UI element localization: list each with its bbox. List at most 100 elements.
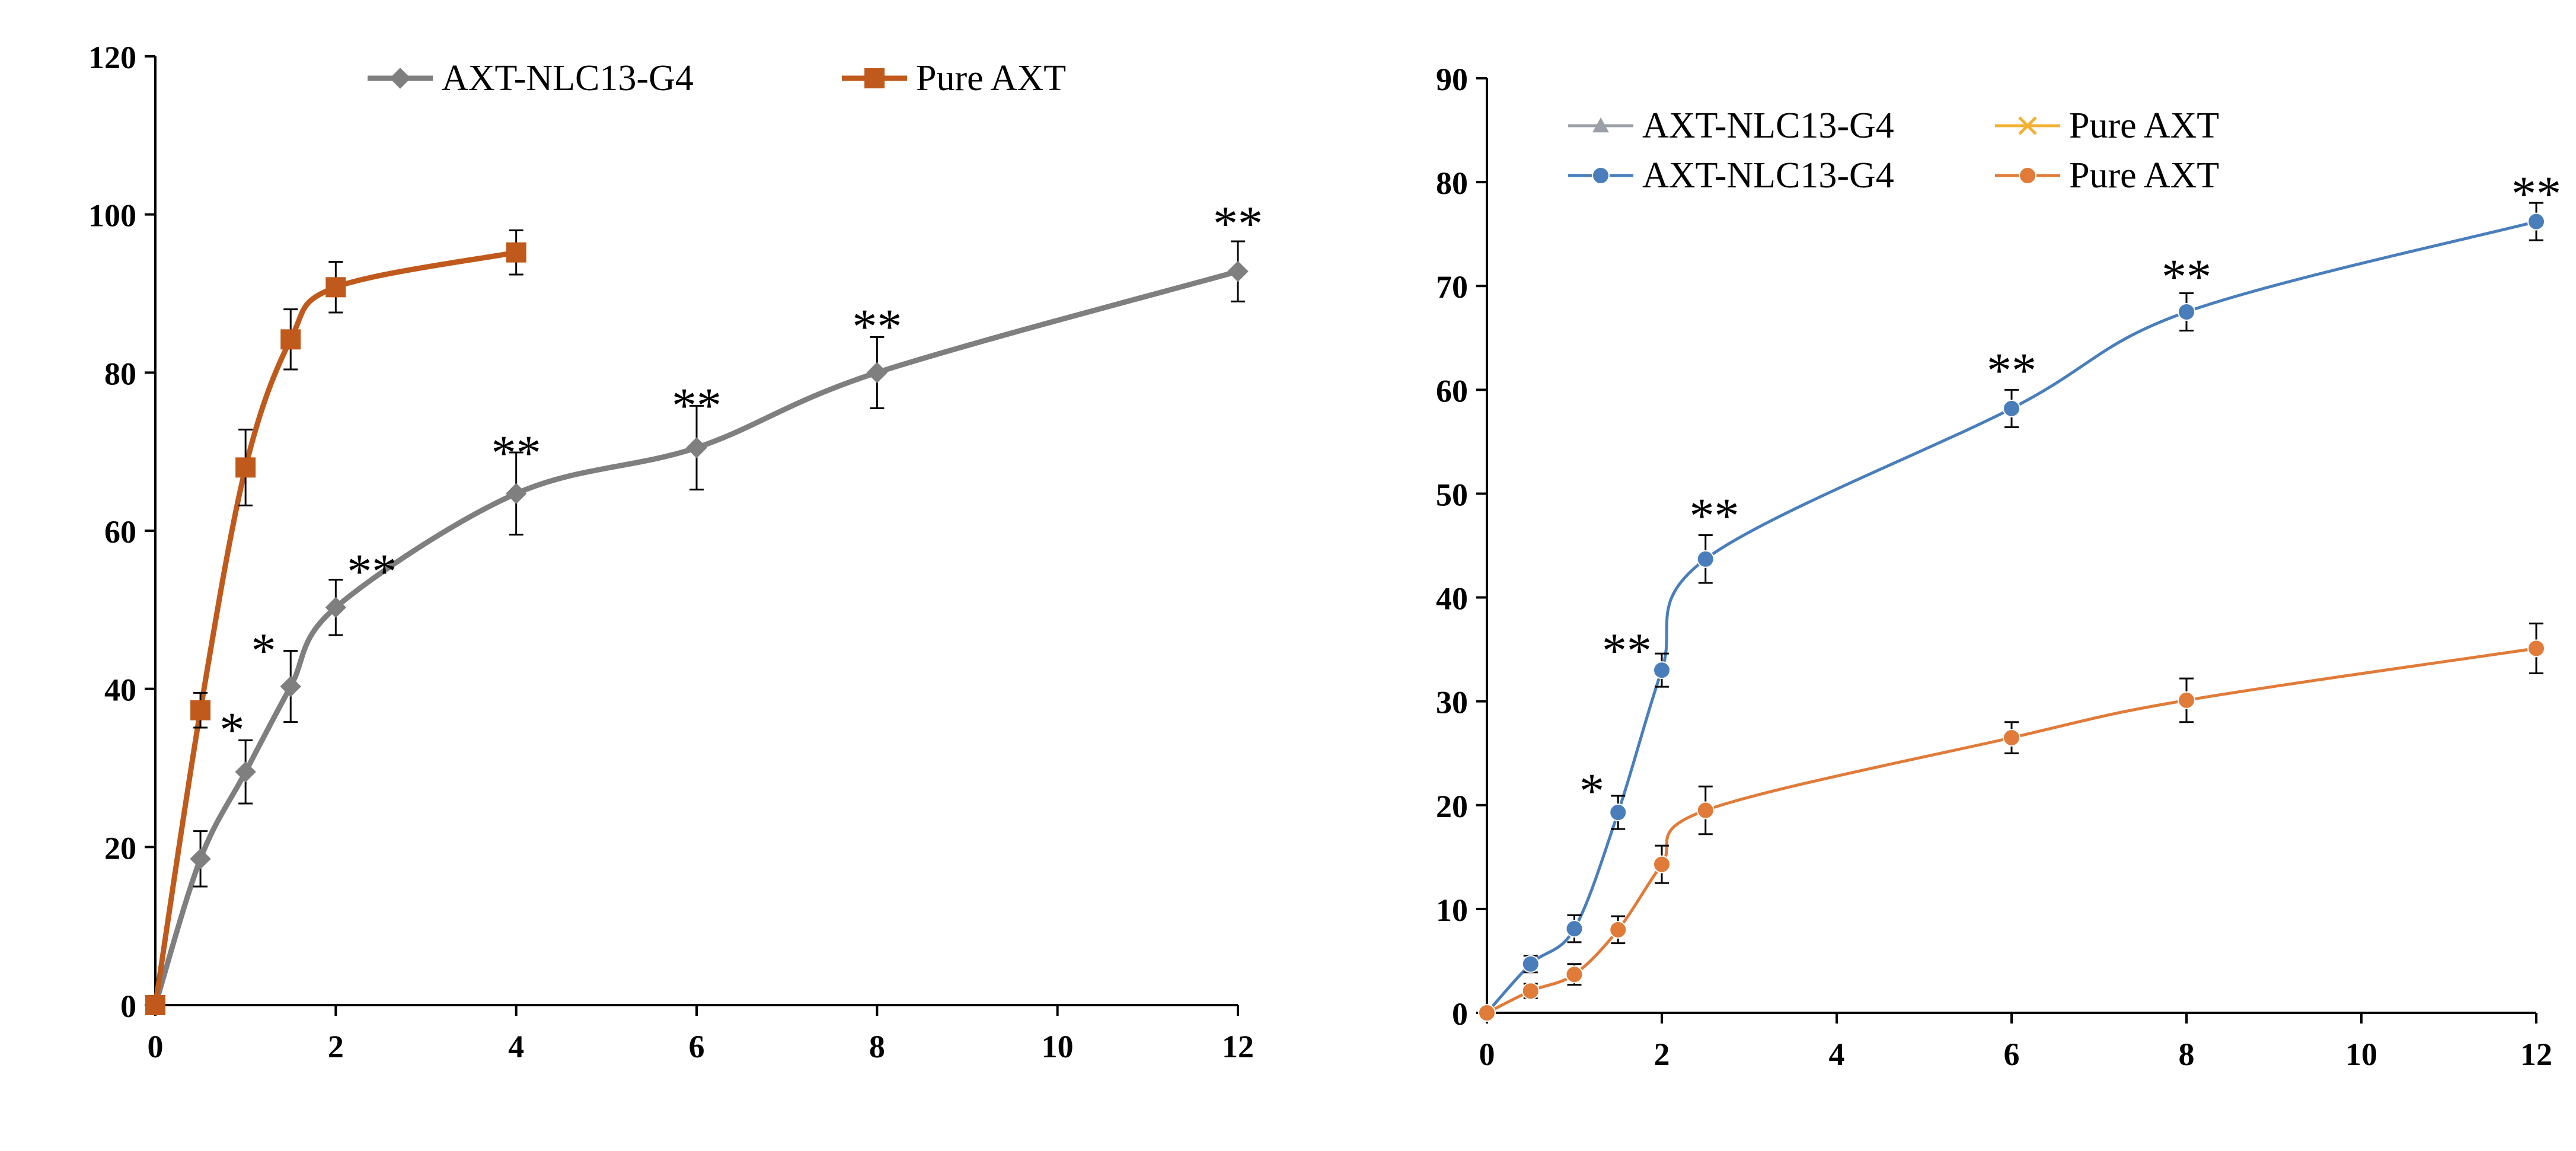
x-tick-label: 10 [2345, 1037, 2377, 1072]
y-tick-label: 0 [1452, 996, 1468, 1032]
data-point [1227, 260, 1249, 282]
data-point [1696, 801, 1715, 820]
legend-item: Pure AXT [842, 58, 1066, 98]
significance-mark: * [251, 623, 276, 678]
legend: AXT-NLC13-G4 Pure AXT [368, 58, 1066, 98]
data-point [1565, 920, 1584, 938]
significance-mark: ** [852, 299, 902, 354]
data-point [1478, 1004, 1496, 1022]
x-tick-label: 6 [689, 1029, 705, 1064]
data-point [2527, 212, 2545, 231]
x-tick-label: 8 [2179, 1037, 2195, 1072]
y-tick-label: 80 [104, 356, 136, 391]
data-point [325, 597, 347, 618]
data-point [235, 761, 256, 783]
legend-swatch-marker [864, 68, 885, 88]
series-line [152, 269, 1239, 1006]
significance-mark: * [1579, 764, 1604, 819]
significance-mark: * [219, 702, 244, 757]
legend-item: AXT-NLC13-G4 [368, 58, 694, 98]
data-point [1521, 955, 1540, 973]
y-tick-label: 20 [1436, 789, 1468, 824]
x-tick-label: 12 [1222, 1029, 1254, 1064]
legend-item: AXT-NLC13-G4 [1568, 155, 1894, 196]
y-tick-label: 120 [88, 40, 136, 75]
significance-mark: ** [672, 378, 722, 433]
legend-item: Pure AXT [1995, 106, 2219, 146]
legend-swatch-marker [1592, 167, 1610, 184]
data-point [1653, 855, 1671, 873]
x-tick-label: 0 [148, 1029, 164, 1064]
y-tick-label: 40 [1436, 581, 1468, 617]
significance-mark: ** [491, 426, 541, 481]
legend-label: AXT-NLC13-G4 [1642, 106, 1894, 146]
x-tick-label: 8 [869, 1029, 885, 1064]
data-point [2527, 639, 2545, 658]
legend-item: Pure AXT [1995, 155, 2219, 196]
legend-swatch-marker [390, 68, 411, 89]
data-point [2178, 303, 2195, 321]
data-point [1565, 965, 1584, 984]
x-tick-label: 12 [2520, 1037, 2552, 1072]
data-point [1521, 982, 1540, 1000]
legend-label: Pure AXT [2069, 155, 2219, 196]
significance-mark: ** [1213, 196, 1263, 251]
y-tick-label: 70 [1436, 269, 1468, 305]
legend-label: AXT-NLC13-G4 [442, 58, 694, 98]
y-tick-label: 80 [1436, 165, 1468, 201]
legend-label: AXT-NLC13-G4 [1642, 155, 1894, 196]
legend-label: Pure AXT [916, 58, 1066, 98]
data-point [235, 457, 256, 478]
significance-mark: ** [1987, 343, 2036, 398]
y-tick-label: 20 [104, 830, 136, 866]
series-2 [145, 229, 526, 1015]
y-tick-label: 40 [104, 672, 136, 708]
data-point [280, 675, 301, 697]
data-point [325, 277, 346, 298]
x-tick-label: 10 [1042, 1029, 1074, 1064]
data-point [280, 329, 301, 350]
x-tick-label: 6 [2004, 1037, 2020, 1072]
data-point [2003, 728, 2020, 747]
y-tick-label: 0 [120, 989, 136, 1024]
y-tick-label: 90 [1436, 62, 1468, 97]
significance-mark: ** [347, 544, 397, 600]
legend: AXT-NLC13-G4 Pure AXT AXT-NLC13-G4 Pure AXT [1568, 106, 2219, 196]
legend-swatch-marker [2018, 116, 2037, 135]
y-tick-label: 30 [1436, 685, 1468, 720]
data-point [505, 483, 527, 505]
x-tick-label: 4 [508, 1029, 524, 1064]
significance-mark: ** [2511, 167, 2561, 222]
y-tick-label: 100 [88, 198, 136, 234]
data-point [1609, 804, 1627, 822]
data-point [686, 437, 707, 458]
significance-mark: ** [1602, 623, 1652, 678]
y-tick-label: 60 [104, 514, 136, 550]
data-point [1653, 661, 1671, 680]
legend-item: AXT-NLC13-G4 [1568, 106, 1894, 146]
x-tick-label: 2 [1654, 1037, 1670, 1072]
data-point [1696, 550, 1715, 568]
data-point [2003, 399, 2020, 417]
x-tick-label: 4 [1829, 1037, 1845, 1072]
legend-swatch-marker [2019, 167, 2036, 184]
series-2 [1478, 622, 2545, 1022]
data-point [190, 700, 211, 720]
significance-mark: ** [1690, 488, 1739, 543]
y-tick-label: 10 [1436, 892, 1468, 928]
x-tick-label: 0 [1479, 1037, 1495, 1072]
data-point [145, 995, 165, 1015]
series-line [152, 250, 517, 1006]
data-point [506, 242, 526, 263]
y-tick-label: 60 [1436, 373, 1468, 409]
y-tick-label: 50 [1436, 477, 1468, 512]
legend-label: Pure AXT [2069, 106, 2219, 146]
data-point [190, 848, 211, 870]
data-point [866, 362, 888, 384]
data-point [1609, 920, 1627, 939]
